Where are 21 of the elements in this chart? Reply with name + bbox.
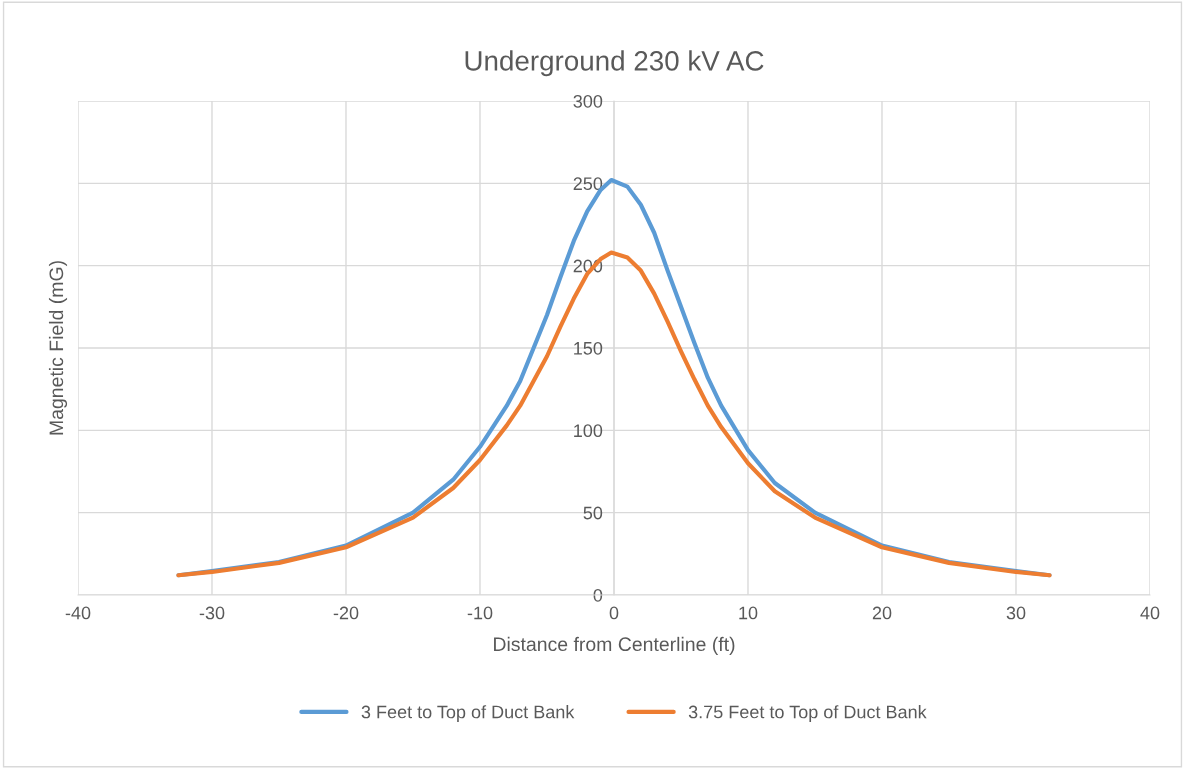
x-tick-label: 40 [1140,606,1160,620]
x-tick-label: -10 [467,606,493,620]
legend-label: 3 Feet to Top of Duct Bank [361,705,575,722]
x-tick-label: -40 [65,606,91,620]
y-tick-label: 100 [574,424,603,438]
x-tick-label: -30 [199,606,225,620]
x-tick-label: -20 [333,606,359,620]
y-tick-label: 50 [583,506,603,520]
y-tick-label: 150 [574,341,603,355]
x-axis-title: Distance from Centerline (ft) [494,636,735,655]
y-tick-label: 250 [573,177,603,191]
y-axis-title: Magnetic Field (mG) [48,261,68,435]
line-series [176,250,1052,578]
y-tick-label: 300 [573,94,603,108]
x-tick-label: 20 [872,606,892,620]
chart-title: Underground 230 kV AC [465,50,764,77]
y-tick-label: 0 [593,588,603,602]
x-tick-label: 30 [1006,606,1026,620]
legend-label: 3.75 Feet to Top of Duct Bank [688,705,927,722]
x-tick-label: 0 [609,606,619,620]
x-tick-label: 10 [739,606,758,620]
